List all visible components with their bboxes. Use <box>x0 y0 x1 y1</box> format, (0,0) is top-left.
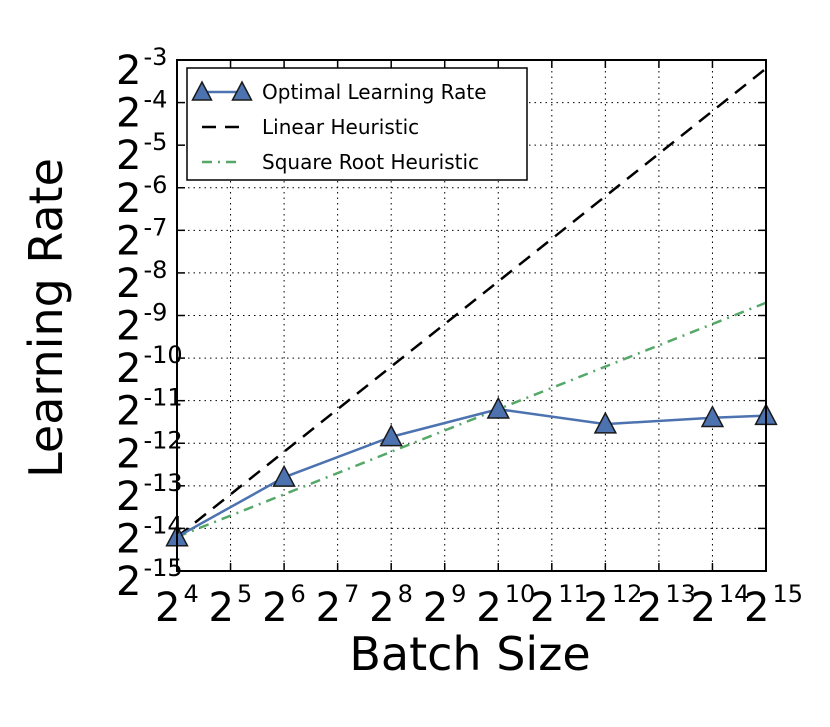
x-axis-label: Batch Size <box>349 627 590 681</box>
y-tick-label: 2-15 <box>116 554 183 605</box>
data-point-marker <box>486 396 510 419</box>
y-tick-label: 2-8 <box>116 256 167 307</box>
y-tick-label: 2-10 <box>116 341 183 392</box>
axis-ticks: 2 4 2 5 2 6 2 7 2 8 2 9 2 102 112 122 132 142 152-32-42-52… <box>116 43 803 631</box>
x-tick-label: 2 11 <box>530 580 589 631</box>
series-line-optimal-learning-rate <box>176 407 767 539</box>
y-tick-label: 2-5 <box>116 128 167 179</box>
data-point-marker <box>700 405 725 428</box>
legend: Optimal Learning Rate Linear Heuristic Squ… <box>186 67 528 181</box>
y-tick-label: 2-9 <box>116 299 167 350</box>
y-axis-label: Learning Rate <box>19 158 73 478</box>
series-line-square-root-heuristic <box>176 301 767 539</box>
data-point-marker <box>593 411 618 434</box>
data-point-marker <box>379 424 403 447</box>
x-tick-label: 2 12 <box>583 580 642 631</box>
series-line-linear-heuristic <box>176 67 767 538</box>
x-tick-label: 2 15 <box>744 580 803 631</box>
legend-marker <box>191 80 213 101</box>
legend-marker <box>231 80 253 101</box>
legend-label: Linear Heuristic <box>262 115 419 139</box>
y-tick-label: 2-11 <box>116 384 183 435</box>
x-tick-label: 2 13 <box>637 580 696 631</box>
x-tick-label: 2 14 <box>690 580 749 631</box>
y-tick-label: 2-3 <box>116 43 167 94</box>
y-tick-label: 2-4 <box>116 86 167 137</box>
legend-label: Optimal Learning Rate <box>262 80 487 104</box>
legend-label: Square Root Heuristic <box>262 150 479 174</box>
series-layer <box>165 67 778 547</box>
y-tick-label: 2-14 <box>116 511 183 562</box>
x-tick-label: 2 10 <box>476 580 535 631</box>
y-tick-label: 2-6 <box>116 171 167 222</box>
y-tick-label: 2-7 <box>116 213 167 264</box>
data-point-marker <box>272 464 296 487</box>
y-tick-label: 2-13 <box>116 469 183 520</box>
y-tick-label: 2-12 <box>116 426 183 477</box>
